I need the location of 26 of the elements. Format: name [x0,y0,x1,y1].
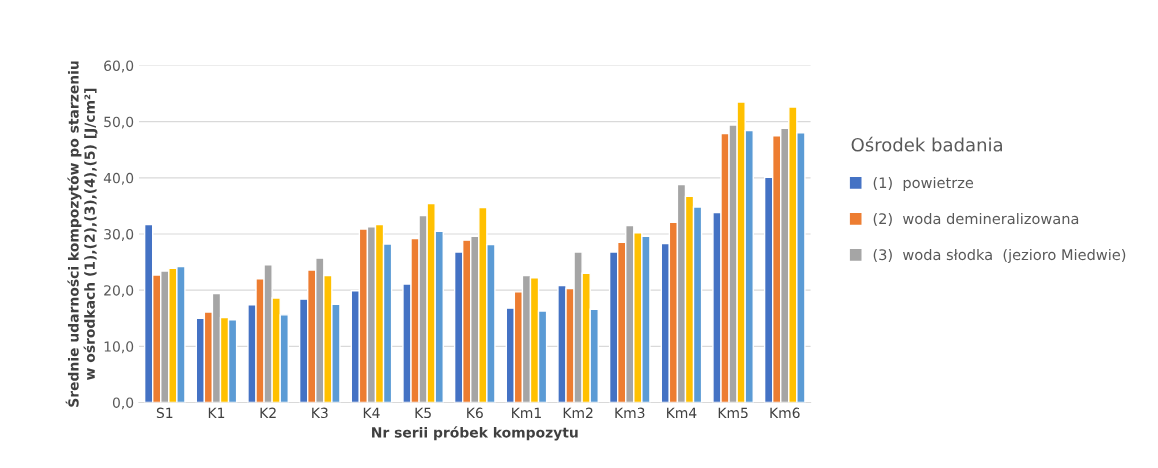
y-tick-label: 40,0 [103,172,134,185]
x-tick-label: Km6 [770,407,800,419]
x-tick-label: Km3 [615,407,645,419]
x-tick-label: S1 [156,407,173,419]
y-tick-label: 60,0 [104,60,134,73]
x-tick-label: K4 [363,407,380,418]
x-tick-label: Km4 [667,407,697,418]
x-tick-label: Km1 [512,407,541,418]
x-tick-label: K5 [415,407,431,419]
y-tick-label: 20,0 [104,285,134,298]
y-tick-label: 10,0 [104,341,134,354]
y-tick-label: 30,0 [104,228,134,241]
x-tick-label: K2 [260,407,276,418]
x-axis-title: Nr serii próbek kompozytu [372,426,578,441]
legend-title: Ośrodek badania [851,136,1002,152]
y-tick-label: 50,0 [104,116,134,129]
legend-label: (3) woda słodka (jezioro Miedwie) [873,248,1126,264]
y-tick-label: 0,0 [112,397,134,410]
x-tick-label: Km5 [718,407,748,419]
x-tick-label: K3 [312,407,328,419]
y-axis-title: Średnie udarności kompozytów po starzeniu w ośrodkach (1),(2),(3),(4),(5) [J/cm²] [65,61,98,407]
x-tick-label: K6 [467,407,483,419]
x-tick-label: K1 [208,407,225,418]
x-tick-label: Km2 [563,407,593,418]
legend-label: (2) woda demineralizowana [873,212,1079,226]
legend-label: (1) powietrze [873,176,974,192]
